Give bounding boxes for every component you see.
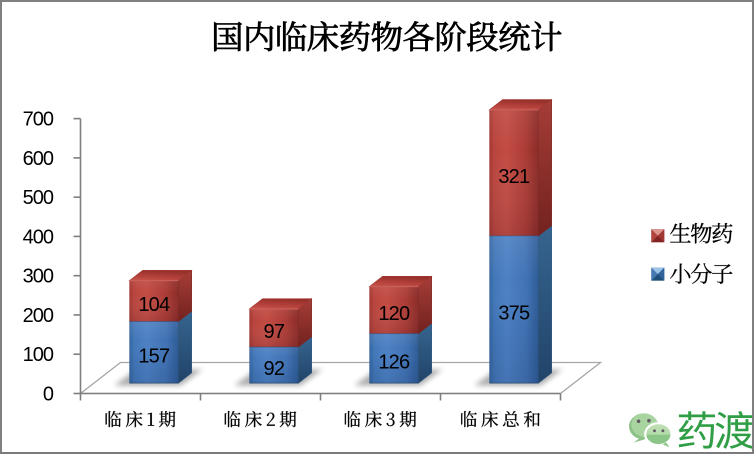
svg-text:157: 157 xyxy=(138,345,170,367)
svg-text:300: 300 xyxy=(23,266,54,288)
svg-text:375: 375 xyxy=(498,303,530,325)
svg-text:92: 92 xyxy=(264,358,285,380)
svg-text:400: 400 xyxy=(23,226,54,248)
svg-text:97: 97 xyxy=(264,321,285,343)
svg-text:500: 500 xyxy=(23,187,54,209)
svg-text:104: 104 xyxy=(138,294,170,316)
svg-text:700: 700 xyxy=(23,109,54,131)
svg-text:120: 120 xyxy=(378,303,410,325)
svg-text:0: 0 xyxy=(43,384,54,406)
svg-text:600: 600 xyxy=(23,148,54,170)
svg-text:200: 200 xyxy=(23,305,54,327)
svg-text:126: 126 xyxy=(378,351,410,373)
svg-text:321: 321 xyxy=(498,166,530,188)
svg-text:100: 100 xyxy=(23,344,54,366)
